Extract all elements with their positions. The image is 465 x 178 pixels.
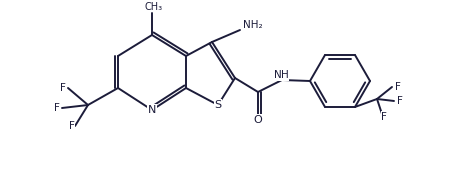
Text: F: F	[69, 121, 75, 131]
Text: F: F	[60, 83, 66, 93]
Text: N: N	[274, 70, 282, 80]
Text: S: S	[214, 100, 221, 110]
Text: F: F	[54, 103, 60, 113]
Text: F: F	[397, 96, 403, 106]
Text: F: F	[381, 112, 387, 122]
Text: NH₂: NH₂	[243, 20, 263, 30]
Text: H: H	[281, 70, 289, 80]
Text: F: F	[395, 82, 401, 92]
Text: N: N	[148, 105, 156, 115]
Text: O: O	[253, 115, 262, 125]
Text: CH₃: CH₃	[145, 2, 163, 12]
